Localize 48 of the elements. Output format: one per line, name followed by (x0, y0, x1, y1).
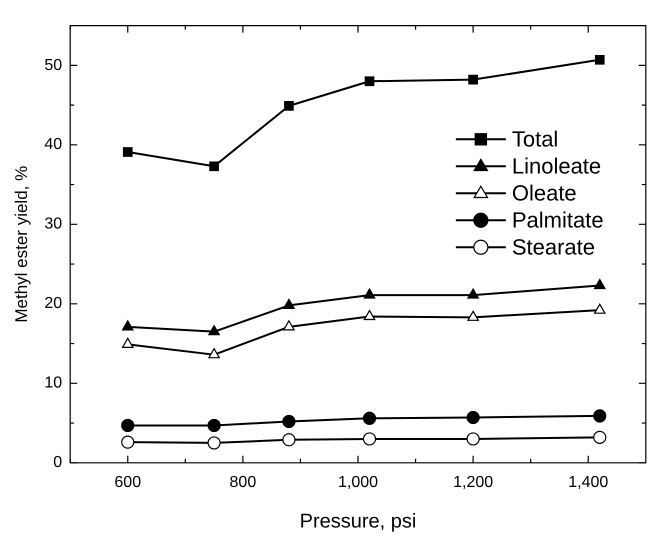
point (208, 325, 220, 336)
point (282, 414, 296, 428)
point (122, 147, 133, 157)
point (593, 430, 606, 444)
point (122, 320, 134, 330)
point (283, 298, 295, 310)
y-tick-label: 40 (44, 136, 62, 154)
y-tick-label: 20 (44, 295, 62, 312)
point (209, 161, 219, 172)
point (122, 338, 134, 348)
point (593, 409, 606, 422)
legend-label: Palmitate (512, 207, 604, 232)
legend-label: Stearate (512, 234, 596, 260)
point (467, 288, 479, 299)
y-tick-label: 30 (44, 216, 62, 233)
point (467, 310, 479, 321)
y-tick-label: 0 (53, 454, 62, 472)
point (208, 436, 221, 450)
point (594, 54, 605, 65)
point (121, 436, 134, 449)
point (121, 418, 134, 432)
point (362, 432, 376, 446)
y-tick-label: 10 (44, 374, 62, 392)
legend-label: Oleate (512, 180, 577, 206)
point (466, 432, 480, 446)
x-axis-title: Pressure, psi (300, 510, 416, 533)
point (208, 418, 221, 432)
point (208, 348, 220, 358)
x-tick-label: 1,200 (453, 474, 494, 491)
y-axis-title: Methyl ester yield, % (12, 166, 31, 323)
y-tick-label: 50 (44, 56, 62, 74)
point (362, 412, 376, 425)
point (284, 101, 294, 111)
point (283, 320, 295, 330)
legend-label: Linoleate (512, 153, 602, 178)
point (468, 74, 478, 84)
point (364, 310, 376, 320)
point (594, 278, 606, 290)
point (282, 433, 296, 446)
legend-label: Total (512, 126, 558, 152)
point (364, 76, 374, 86)
x-tick-label: 800 (230, 474, 256, 491)
x-tick-label: 600 (114, 474, 142, 491)
point (466, 410, 480, 424)
x-tick-label: 1,000 (338, 474, 378, 491)
point (364, 288, 376, 299)
point (594, 304, 606, 314)
x-tick-label: 1,400 (568, 474, 608, 491)
